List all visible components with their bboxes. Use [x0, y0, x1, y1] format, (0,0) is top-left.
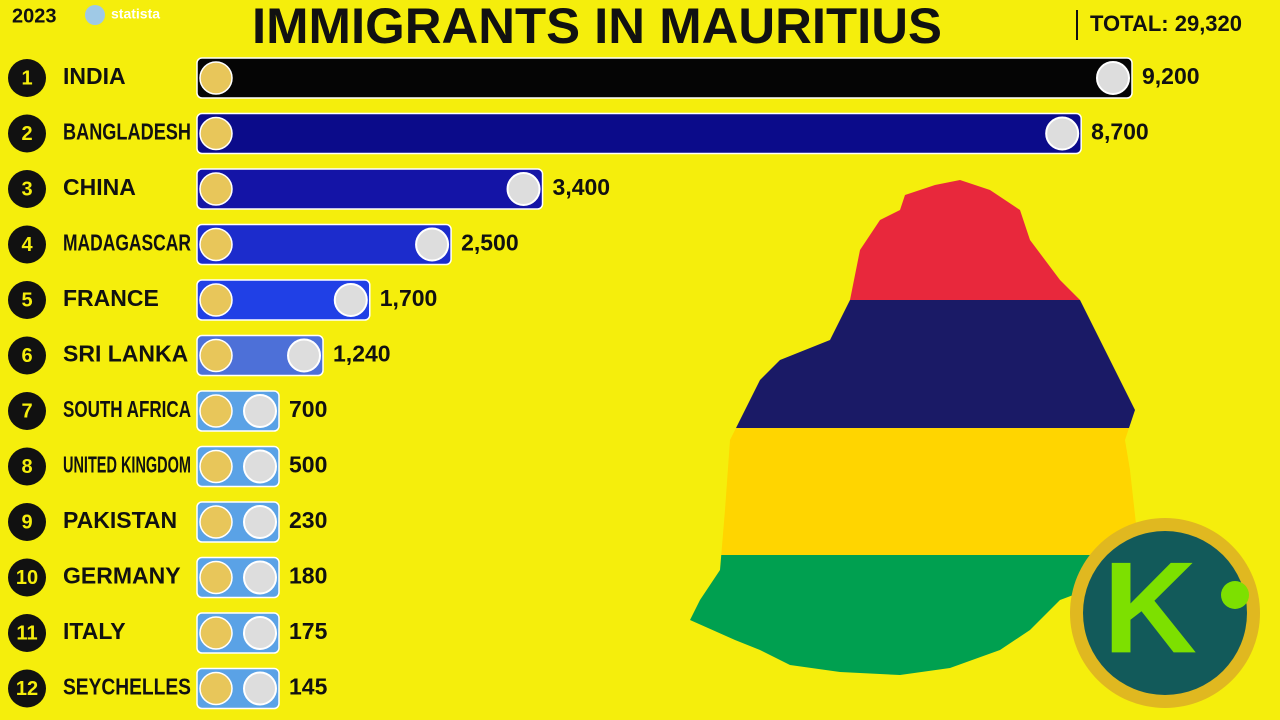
rank-label: 2: [21, 123, 32, 145]
value-label: 145: [289, 674, 328, 700]
category-label: CHINA: [63, 174, 136, 200]
flag-icon: [1045, 116, 1080, 151]
rank-label: 9: [21, 511, 32, 533]
value-label: 500: [289, 452, 327, 478]
flag-icon: [415, 227, 450, 262]
category-label: MADAGASCAR: [63, 230, 191, 256]
rank-badge: [8, 281, 46, 319]
emblem-icon: [199, 616, 233, 650]
rank-label: 6: [21, 345, 32, 367]
rank-label: 11: [16, 622, 37, 644]
rank-label: 8: [21, 456, 32, 478]
category-label: SOUTH AFRICA: [63, 396, 191, 422]
flag-icon: [243, 560, 277, 595]
flag-icon: [243, 505, 277, 539]
bar: [196, 168, 544, 210]
rank-badge: [8, 225, 46, 264]
rank-badge: [8, 447, 46, 486]
value-label: 700: [289, 396, 327, 422]
flag-icon: [506, 172, 541, 206]
category-label: ITALY: [63, 618, 126, 644]
category-label: FRANCE: [63, 285, 159, 311]
emblem-icon: [199, 505, 233, 539]
rank-label: 10: [16, 567, 38, 589]
chart-title: IMMIGRANTS IN MAURITIUS: [252, 0, 942, 54]
emblem-icon: [199, 116, 233, 151]
logo-text: K: [1103, 534, 1197, 680]
category-label: INDIA: [63, 63, 126, 89]
category-label: PAKISTAN: [63, 507, 177, 533]
value-label: 9,200: [1142, 63, 1200, 89]
flag-icon: [243, 394, 277, 428]
category-label: GERMANY: [63, 563, 181, 589]
emblem-icon: [199, 227, 233, 262]
value-label: 180: [289, 563, 327, 589]
emblem-icon: [199, 560, 233, 595]
bar: [196, 279, 371, 321]
logo: K: [1070, 518, 1260, 708]
emblem-icon: [199, 283, 233, 317]
value-label: 230: [289, 507, 327, 533]
rank-badge: [8, 503, 46, 541]
emblem-icon: [199, 449, 233, 484]
flag-icon: [333, 283, 368, 317]
value-label: 175: [289, 618, 328, 644]
rank-badge: [8, 59, 46, 97]
value-label: 3,400: [553, 174, 611, 200]
rank-badge: [8, 392, 46, 430]
bar: [196, 57, 1133, 99]
flag-icon: [243, 616, 277, 650]
year: 2023: [12, 5, 57, 27]
category-label: UNITED KINGDOM: [63, 452, 191, 478]
emblem-icon: [199, 671, 233, 706]
flag-icon: [243, 449, 277, 484]
un-icon: [85, 5, 105, 25]
rank-badge: [8, 669, 46, 708]
emblem-icon: [199, 338, 233, 373]
rank-badge: [8, 336, 46, 375]
value-label: 2,500: [461, 230, 519, 256]
emblem-icon: [199, 61, 233, 95]
rank-badge: [8, 114, 46, 153]
bar: [196, 223, 452, 266]
value-label: 1,700: [380, 285, 438, 311]
rank-badge: [8, 558, 46, 597]
rank-badge: [8, 170, 46, 208]
rank-label: 5: [21, 289, 32, 311]
emblem-icon: [199, 172, 233, 206]
value-label: 8,700: [1091, 119, 1149, 145]
source: statista: [111, 6, 160, 22]
flag-icon: [1096, 61, 1130, 95]
rank-label: 1: [21, 67, 32, 89]
rank-label: 12: [16, 678, 38, 700]
total: TOTAL: 29,320: [1090, 11, 1242, 36]
category-label: BANGLADESH: [63, 119, 191, 145]
flag-icon: [287, 338, 322, 373]
value-label: 1,240: [333, 341, 391, 367]
rank-label: 3: [21, 178, 32, 200]
rank-badge: [8, 614, 46, 652]
emblem-icon: [199, 394, 233, 428]
flag-icon: [243, 671, 277, 706]
bar: [196, 112, 1082, 155]
rank-label: 7: [21, 400, 32, 422]
rank-label: 4: [21, 234, 33, 256]
category-label: SRI LANKA: [63, 341, 188, 367]
category-label: SEYCHELLES: [63, 674, 191, 700]
